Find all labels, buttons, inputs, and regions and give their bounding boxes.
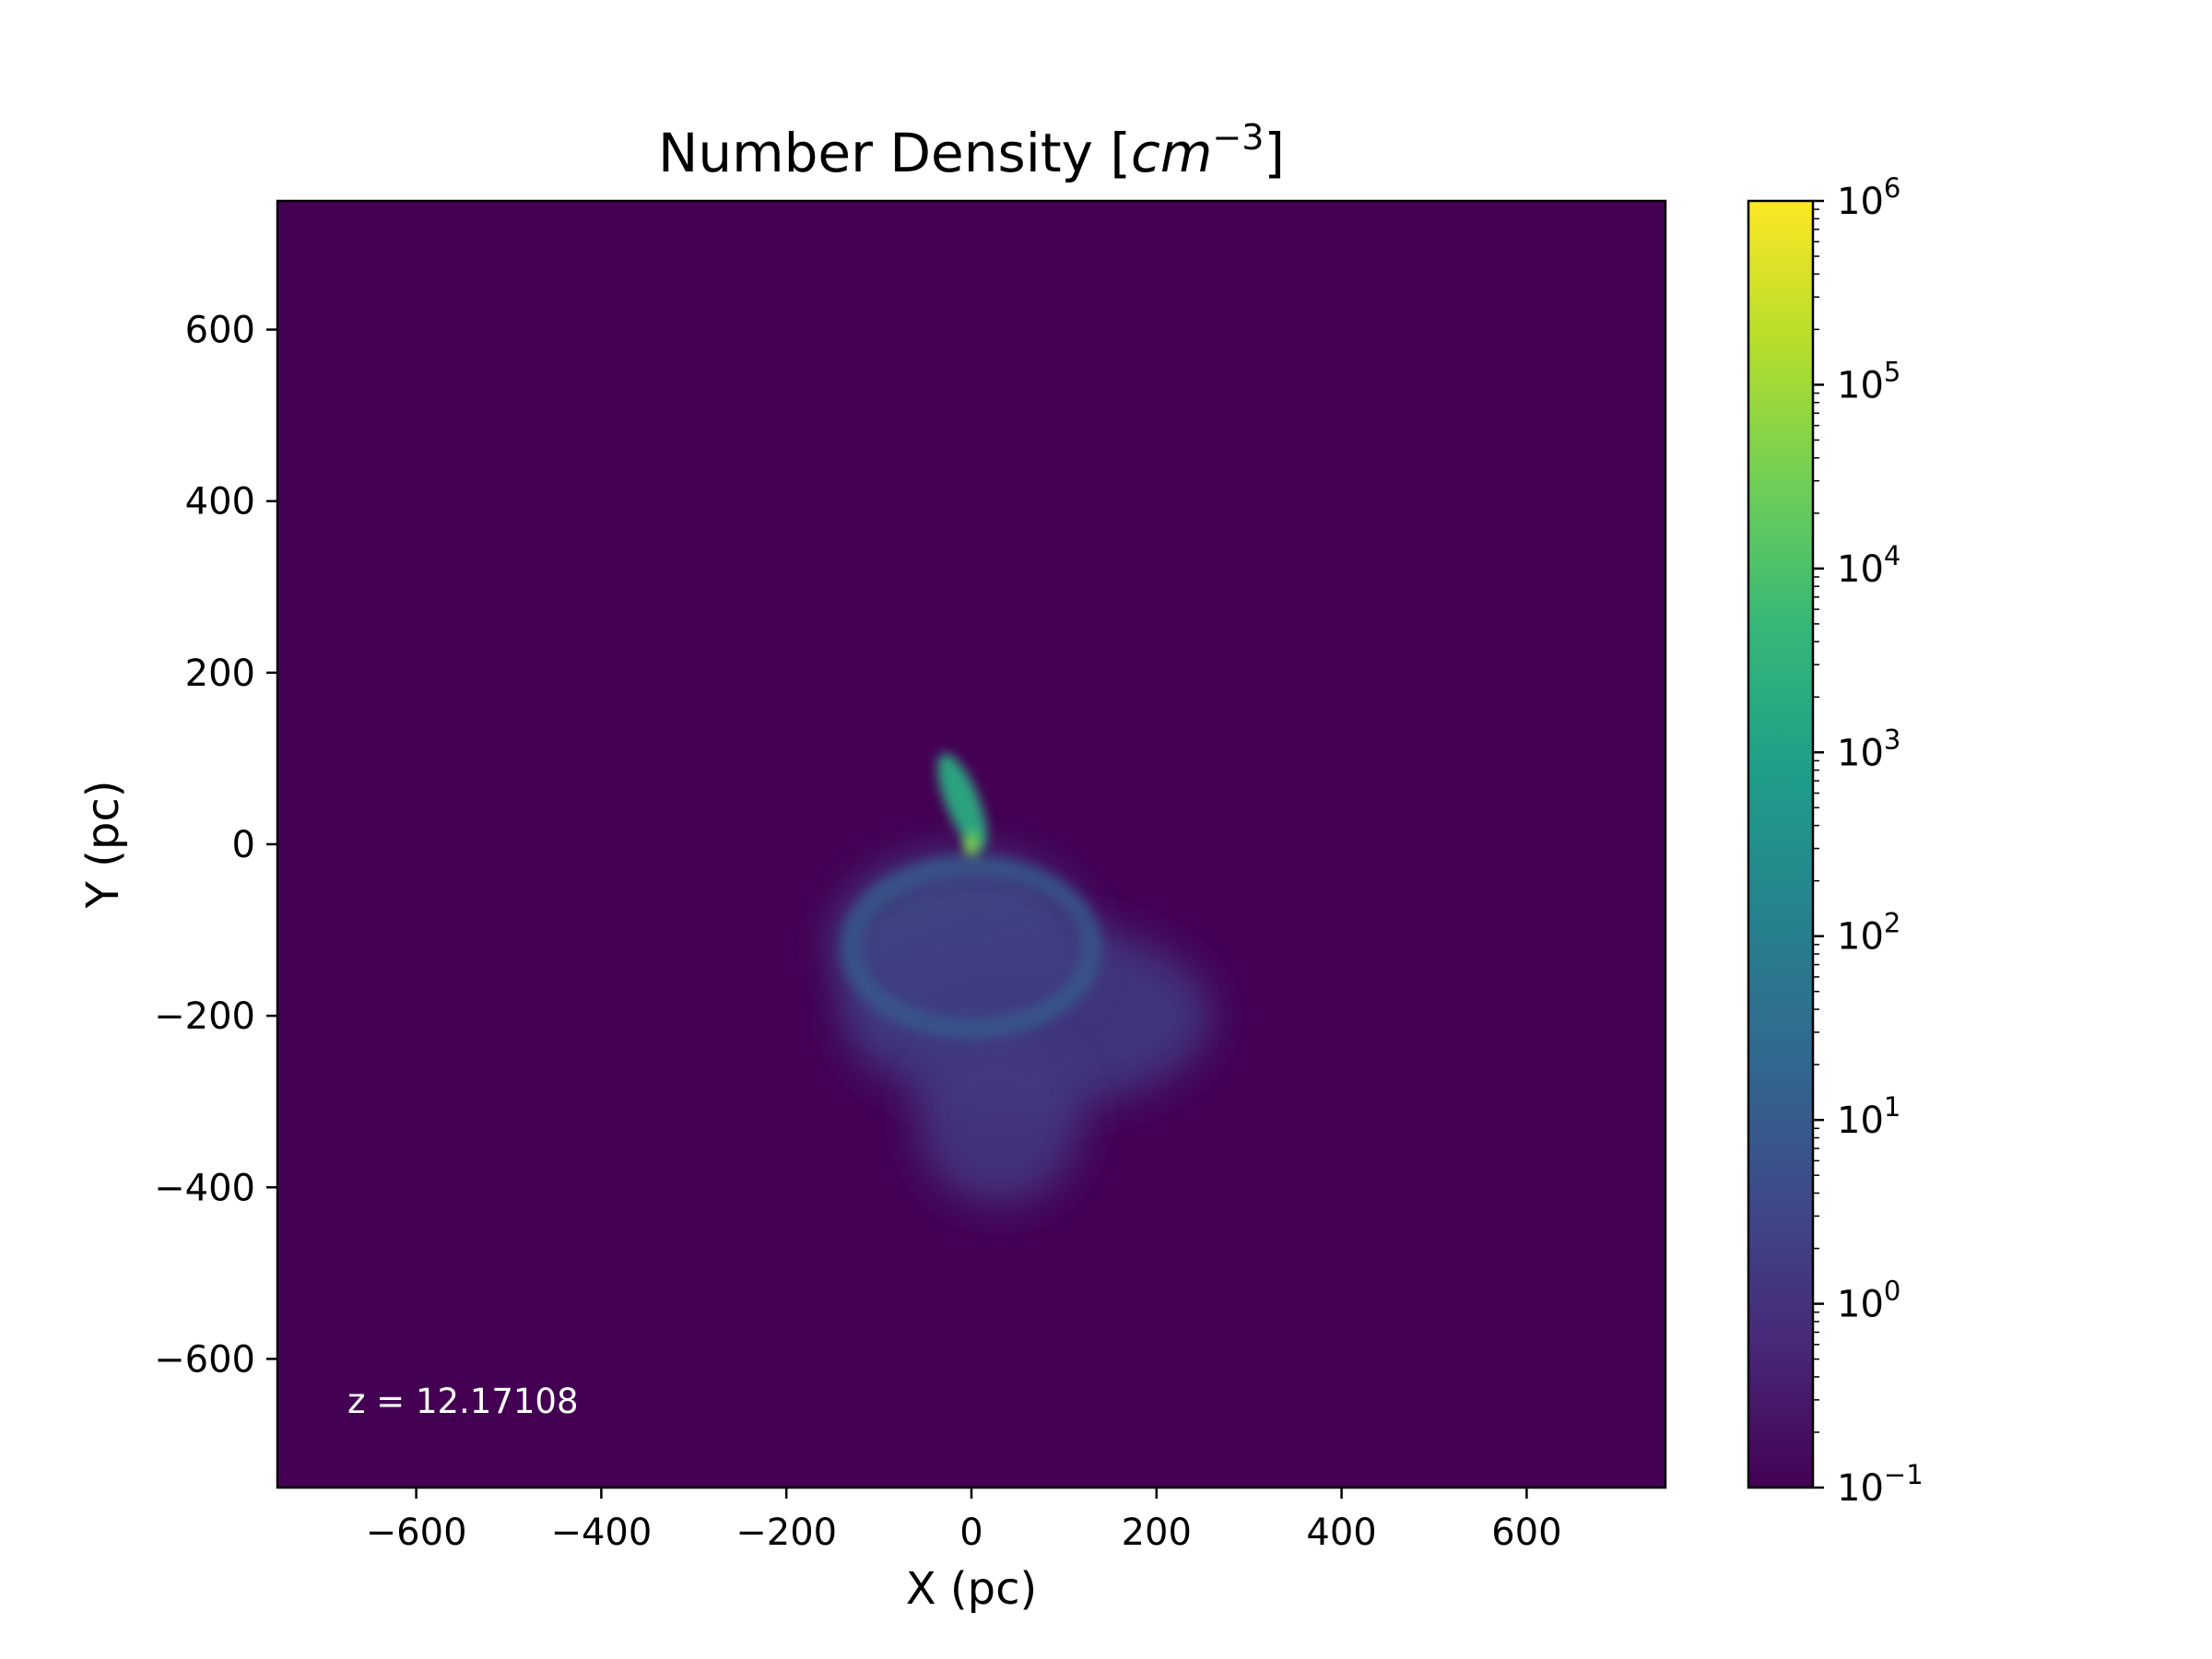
x-tick-label: 200 — [1122, 1512, 1192, 1554]
y-tick-label: −400 — [154, 1167, 255, 1209]
y-tick-label: 0 — [232, 824, 255, 866]
colorbar-tick-label: 104 — [1837, 540, 1900, 591]
y-tick-label: 400 — [185, 481, 255, 524]
x-tick-label: −200 — [735, 1512, 837, 1554]
x-tick-label: −600 — [366, 1512, 467, 1554]
colorbar: 10−1 100 101 102 103 104 105 106 — [1747, 172, 1924, 1510]
colorbar-tick-label: 100 — [1837, 1276, 1900, 1326]
heatmap-plot-area: z = 12.17108 — [276, 199, 1667, 1489]
x-tick-label: −400 — [550, 1512, 652, 1554]
feature-dense-core — [963, 831, 980, 857]
feature-dense-filament — [937, 753, 987, 850]
colorbar-tick-label: 103 — [1837, 724, 1900, 774]
feature-diffuse-lobe — [915, 1032, 1083, 1205]
colorbar-tick-label: 105 — [1837, 356, 1900, 406]
redshift-annotation: z = 12.17108 — [347, 1382, 579, 1421]
feature-shell-ring — [841, 855, 1102, 1040]
chart-title: Number Density [cm−3] — [658, 117, 1285, 184]
y-tick-label: −200 — [154, 995, 255, 1038]
colorbar-gradient — [1748, 201, 1813, 1488]
x-tick-label: 0 — [959, 1512, 982, 1554]
density-features — [832, 753, 1213, 1205]
x-tick-label: 400 — [1306, 1512, 1376, 1554]
x-axis: −600 −400 −200 0 200 400 600 — [366, 1488, 1562, 1554]
y-axis-label: Y (pc) — [77, 781, 129, 910]
colorbar-tick-label: 101 — [1837, 1091, 1900, 1142]
colorbar-ticks: 10−1 100 101 102 103 104 105 106 — [1813, 172, 1924, 1510]
colorbar-tick-label: 102 — [1837, 908, 1900, 959]
y-tick-label: −600 — [154, 1338, 255, 1381]
colorbar-frame — [1747, 199, 1815, 1489]
colorbar-tick-label: 10−1 — [1837, 1459, 1924, 1510]
y-tick-label: 200 — [185, 653, 255, 695]
x-tick-label: 600 — [1491, 1512, 1561, 1554]
y-tick-label: 600 — [185, 310, 255, 352]
x-axis-label: X (pc) — [906, 1563, 1037, 1615]
y-axis: −600 −400 −200 0 200 400 600 — [154, 310, 277, 1381]
colorbar-tick-label: 106 — [1837, 172, 1900, 223]
